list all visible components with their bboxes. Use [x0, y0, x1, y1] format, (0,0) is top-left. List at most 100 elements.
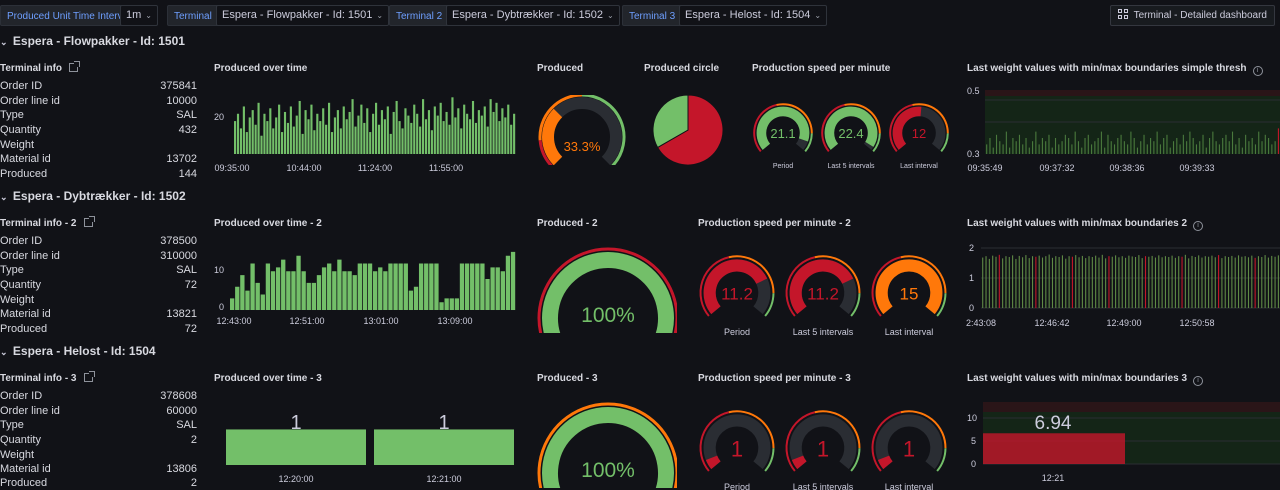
bar — [369, 132, 372, 154]
bar — [304, 110, 307, 154]
weight-value-label: 6.94 — [1035, 413, 1072, 434]
weight-bar — [1241, 147, 1243, 154]
gauge-threshold-ring — [699, 256, 730, 317]
interval-variable-label: Produced Unit Time Interval — [0, 5, 138, 26]
gauge-value: 15 — [900, 285, 919, 304]
bar — [393, 263, 398, 310]
y-tick-label: 0.5 — [967, 86, 980, 96]
bar — [383, 119, 386, 154]
weight-bar — [1235, 144, 1237, 154]
bar — [439, 302, 444, 310]
weight-bar — [1091, 257, 1093, 308]
weight-chart-3: 10 5 0 6.94 12:21 — [967, 402, 1280, 483]
weight-bar — [1156, 131, 1158, 154]
info-icon[interactable]: i — [1252, 66, 1263, 76]
weight-bar — [1179, 144, 1181, 154]
gauge-fill — [789, 259, 854, 315]
bar — [445, 111, 448, 154]
bar — [301, 271, 306, 310]
weight-bar — [1091, 144, 1093, 154]
weight-bar — [1051, 147, 1053, 154]
external-link-icon[interactable] — [83, 371, 95, 382]
gauge-track — [875, 414, 943, 470]
info-value: 13821 — [166, 308, 197, 320]
bar — [480, 115, 483, 154]
weight-bar — [1015, 258, 1017, 308]
bar-value-label: 1 — [290, 412, 301, 434]
gauge-value: 11.2 — [721, 285, 753, 304]
info-value: 72 — [184, 323, 197, 335]
terminal-2-select[interactable]: Espera - Dybtrækker - Id: 1502 ⌄ — [446, 5, 620, 26]
gauge-label: Period — [724, 327, 750, 337]
info-icon[interactable]: i — [1193, 221, 1204, 231]
info-key: Order ID — [0, 390, 43, 402]
row-title-flowpakker[interactable]: ⌄ Espera - Flowpakker - Id: 1501 — [0, 34, 185, 48]
row-title-helost[interactable]: ⌄ Espera - Helost - Id: 1504 — [0, 344, 156, 358]
weight-bar — [1028, 258, 1030, 308]
weight-bar — [1015, 141, 1017, 154]
terminal-select[interactable]: Espera - Flowpakker - Id: 1501 ⌄ — [216, 5, 390, 26]
speed-gauge: 21.1 Period — [753, 103, 813, 170]
bar — [367, 263, 373, 310]
interval-select[interactable]: 1m ⌄ — [120, 5, 158, 26]
weight-bar — [1111, 256, 1113, 308]
speed-gauge: 1 Period — [699, 410, 775, 490]
external-link-icon[interactable] — [83, 216, 95, 227]
bar — [306, 282, 311, 311]
bar — [490, 267, 495, 311]
info-value: 10000 — [166, 95, 197, 107]
gauge-fill — [791, 455, 807, 470]
bar — [337, 259, 342, 311]
gauge-fill — [542, 252, 674, 333]
detailed-dashboard-label: Terminal - Detailed dashboard — [1133, 10, 1267, 21]
weight-bar — [1267, 257, 1269, 308]
terminal-info-2-title[interactable]: Terminal info - 2 — [0, 216, 95, 229]
bar — [383, 271, 388, 310]
info-value: SAL — [176, 109, 197, 121]
y-tick-label: 1 — [969, 273, 974, 283]
external-link-icon[interactable] — [69, 61, 81, 72]
x-tick-label: 12:46:42 — [1034, 318, 1069, 328]
bar — [408, 290, 414, 311]
bar — [485, 279, 490, 310]
terminal-info-title[interactable]: Terminal info — [0, 61, 81, 74]
weight-bar — [1261, 141, 1263, 154]
bar — [457, 108, 460, 154]
bar — [504, 117, 507, 154]
info-key: Quantity — [0, 434, 41, 446]
bar — [269, 108, 272, 154]
bar — [357, 263, 362, 310]
weight-bar — [1061, 141, 1063, 154]
gauge-threshold-ring — [699, 411, 730, 472]
weight-bar — [992, 147, 994, 154]
row-title-dybtraekker[interactable]: ⌄ Espera - Dybtrækker - Id: 1502 — [0, 189, 186, 203]
terminal-3-select[interactable]: Espera - Helost - Id: 1504 ⌄ — [679, 5, 828, 26]
weight-bar — [1025, 138, 1027, 154]
bar — [492, 111, 495, 154]
weight-bar — [1234, 257, 1236, 308]
x-tick-label: 12:21:00 — [426, 474, 461, 484]
bar — [386, 106, 389, 154]
weight-bar — [1150, 138, 1152, 154]
bar — [395, 100, 398, 154]
weight-bar — [1254, 257, 1256, 308]
info-key: Produced — [0, 477, 48, 489]
y-tick-label: 2 — [969, 243, 974, 253]
gauge-value: 12 — [912, 126, 926, 141]
weight-bar — [1151, 255, 1153, 308]
gauge-threshold-ring — [850, 293, 861, 317]
info-icon[interactable]: i — [1193, 376, 1204, 386]
info-row: Order ID 378500 — [0, 235, 197, 249]
row-title-text: Espera - Helost - Id: 1504 — [12, 344, 156, 358]
weight-bar — [1264, 134, 1266, 154]
bar — [407, 115, 410, 154]
detailed-dashboard-link[interactable]: Terminal - Detailed dashboard — [1109, 5, 1275, 26]
weight-bar — [1224, 256, 1226, 308]
terminal-info-3-title[interactable]: Terminal info - 3 — [0, 371, 95, 384]
bar — [275, 117, 278, 154]
gauge-threshold-ring — [764, 448, 775, 472]
bar — [291, 271, 296, 310]
x-tick-label: 09:35:49 — [967, 163, 1002, 173]
gauge-fill — [756, 106, 810, 150]
bar — [410, 122, 413, 154]
